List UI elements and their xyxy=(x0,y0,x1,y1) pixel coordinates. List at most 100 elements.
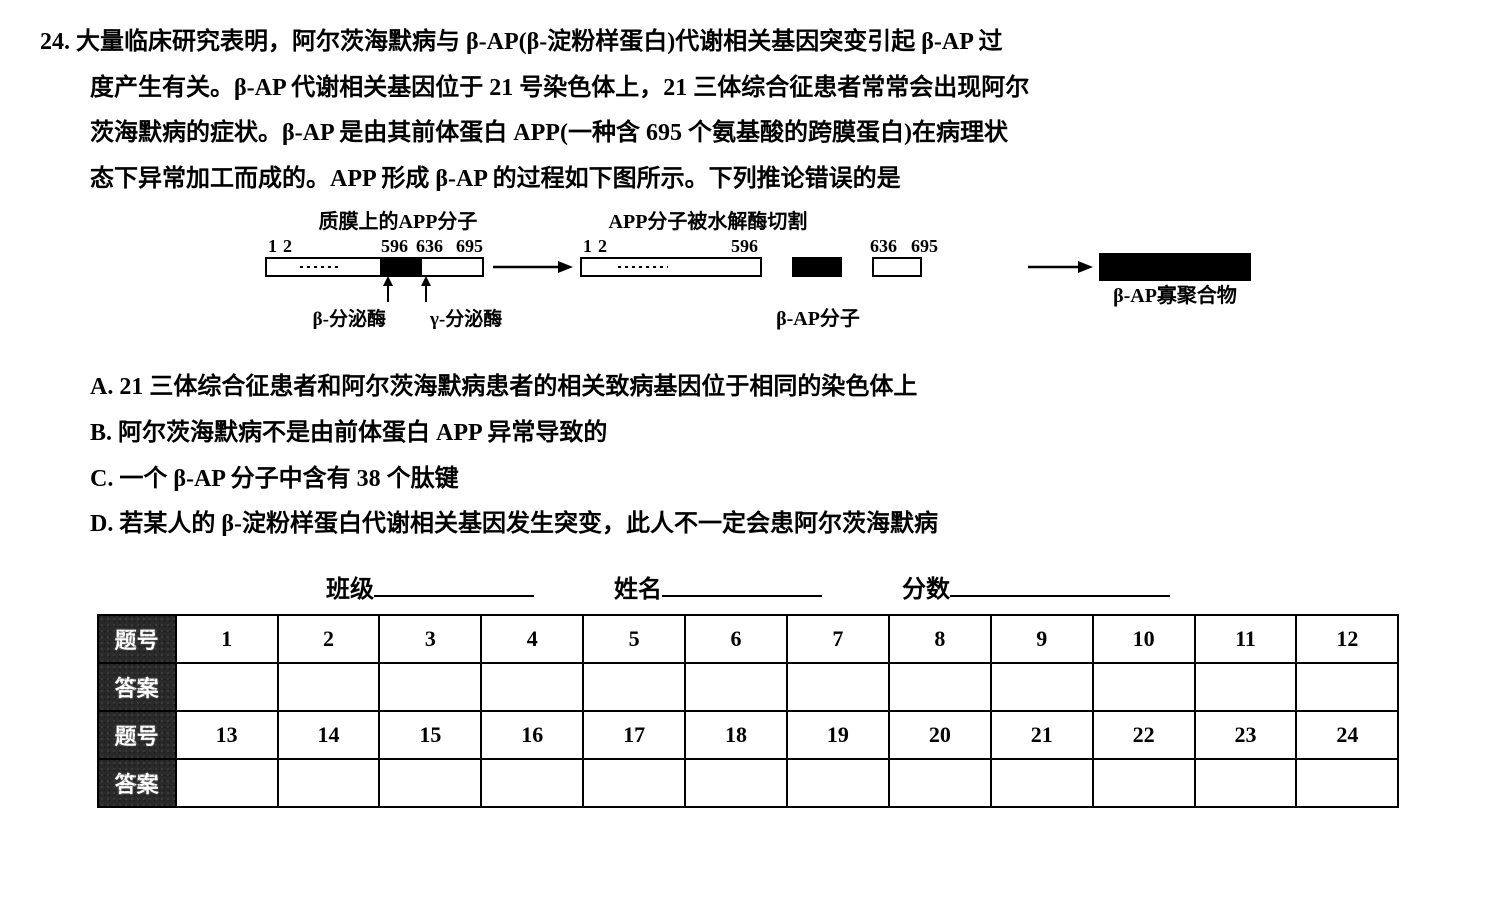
num-cell: 1 xyxy=(176,615,278,663)
table-row-answer-1: 答案 xyxy=(98,663,1399,711)
score-field: 分数 xyxy=(902,568,1170,604)
num-cell: 21 xyxy=(991,711,1093,759)
diag-num-1a: 1 xyxy=(268,236,277,256)
name-label: 姓名 xyxy=(614,569,662,604)
num-cell: 23 xyxy=(1195,711,1297,759)
option-c: C. 一个 β-AP 分子中含有 38 个肽键 xyxy=(40,457,1456,503)
answer-cell[interactable] xyxy=(583,759,685,807)
answer-cell[interactable] xyxy=(1195,759,1297,807)
num-cell: 2 xyxy=(278,615,380,663)
answer-cell[interactable] xyxy=(379,759,481,807)
arrow2-head xyxy=(1078,261,1093,273)
class-underline[interactable] xyxy=(374,568,534,597)
answer-cell[interactable] xyxy=(1093,663,1195,711)
answer-cell[interactable] xyxy=(1296,663,1398,711)
answer-cell[interactable] xyxy=(176,759,278,807)
answer-cell[interactable] xyxy=(481,759,583,807)
rowhead-4: 答案 xyxy=(98,759,176,807)
answer-cell[interactable] xyxy=(1195,663,1297,711)
answer-cell[interactable] xyxy=(278,663,380,711)
question-line-3: 茨海默病的症状。β-AP 是由其前体蛋白 APP(一种含 695 个氨基酸的跨膜… xyxy=(40,111,1456,157)
class-field: 班级 xyxy=(326,568,534,604)
answer-table: 题号 1 2 3 4 5 6 7 8 9 10 11 12 答案 题号 13 1… xyxy=(97,614,1400,808)
diag-seg-fill-1 xyxy=(381,258,421,276)
num-cell: 14 xyxy=(278,711,380,759)
answer-cell[interactable] xyxy=(991,759,1093,807)
form-row: 班级 姓名 分数 xyxy=(40,568,1456,604)
num-cell: 6 xyxy=(685,615,787,663)
beta-ap-mol-label: β-AP分子 xyxy=(776,307,860,330)
app-diagram-svg: 质膜上的APP分子 APP分子被水解酶切割 1 2 596 636 695 β-… xyxy=(238,210,1258,350)
app-diagram-container: 质膜上的APP分子 APP分子被水解酶切割 1 2 596 636 695 β-… xyxy=(40,210,1456,355)
beta-enzyme-label: β-分泌酶 xyxy=(313,307,386,330)
question-line-4: 态下异常加工而成的。APP 形成 β-AP 的过程如下图所示。下列推论错误的是 xyxy=(40,157,1456,203)
diag-num-596a: 596 xyxy=(381,236,408,256)
table-row-header-1: 题号 1 2 3 4 5 6 7 8 9 10 11 12 xyxy=(98,615,1399,663)
num-cell: 18 xyxy=(685,711,787,759)
answer-cell[interactable] xyxy=(176,663,278,711)
diag-num-636a: 636 xyxy=(416,236,443,256)
answer-cell[interactable] xyxy=(889,759,991,807)
answer-cell[interactable] xyxy=(685,759,787,807)
option-a: A. 21 三体综合征患者和阿尔茨海默病患者的相关致病基因位于相同的染色体上 xyxy=(40,365,1456,411)
diagram-label-right: APP分子被水解酶切割 xyxy=(609,210,808,233)
diag-piece-open-2 xyxy=(873,258,921,276)
name-underline[interactable] xyxy=(662,568,822,597)
num-cell: 7 xyxy=(787,615,889,663)
name-field: 姓名 xyxy=(614,568,822,604)
gamma-enzyme-label: γ-分泌酶 xyxy=(429,307,502,330)
answer-cell[interactable] xyxy=(379,663,481,711)
num-cell: 10 xyxy=(1093,615,1195,663)
diag-piece-open-1 xyxy=(581,258,761,276)
diag-num-2b: 2 xyxy=(598,236,607,256)
diag-num-695b: 695 xyxy=(911,236,938,256)
num-cell: 16 xyxy=(481,711,583,759)
num-cell: 11 xyxy=(1195,615,1297,663)
answer-cell[interactable] xyxy=(787,759,889,807)
answer-cell[interactable] xyxy=(787,663,889,711)
num-cell: 12 xyxy=(1296,615,1398,663)
table-row-answer-2: 答案 xyxy=(98,759,1399,807)
num-cell: 3 xyxy=(379,615,481,663)
diag-piece-fill xyxy=(793,258,841,276)
aggregate-label: β-AP寡聚合物 xyxy=(1113,283,1237,307)
num-cell: 19 xyxy=(787,711,889,759)
answer-cell[interactable] xyxy=(685,663,787,711)
beta-arrow-head xyxy=(383,276,393,286)
question-number: 24. xyxy=(40,29,70,55)
answer-cell[interactable] xyxy=(889,663,991,711)
num-cell: 15 xyxy=(379,711,481,759)
rowhead-1: 题号 xyxy=(98,615,176,663)
answer-cell[interactable] xyxy=(1093,759,1195,807)
num-cell: 22 xyxy=(1093,711,1195,759)
diag-num-596b: 596 xyxy=(731,236,758,256)
answer-cell[interactable] xyxy=(481,663,583,711)
diag-num-636b: 636 xyxy=(870,236,897,256)
score-label: 分数 xyxy=(902,569,950,604)
arrow1-head xyxy=(558,261,573,273)
question-line-1: 24. 大量临床研究表明，阿尔茨海默病与 β-AP(β-淀粉样蛋白)代谢相关基因… xyxy=(40,20,1456,66)
num-cell: 17 xyxy=(583,711,685,759)
answer-cell[interactable] xyxy=(1296,759,1398,807)
answer-cell[interactable] xyxy=(583,663,685,711)
num-cell: 20 xyxy=(889,711,991,759)
num-cell: 9 xyxy=(991,615,1093,663)
num-cell: 4 xyxy=(481,615,583,663)
class-label: 班级 xyxy=(326,569,374,604)
diagram-label-left: 质膜上的APP分子 xyxy=(319,210,478,233)
option-d: D. 若某人的 β-淀粉样蛋白代谢相关基因发生突变，此人不一定会患阿尔茨海默病 xyxy=(40,502,1456,548)
diag-num-2a: 2 xyxy=(283,236,292,256)
num-cell: 13 xyxy=(176,711,278,759)
diag-seg-open-2 xyxy=(421,258,483,276)
answer-cell[interactable] xyxy=(991,663,1093,711)
answer-cell[interactable] xyxy=(278,759,380,807)
question-text-1: 大量临床研究表明，阿尔茨海默病与 β-AP(β-淀粉样蛋白)代谢相关基因突变引起… xyxy=(76,29,1003,55)
diag-num-1b: 1 xyxy=(583,236,592,256)
question-line-2: 度产生有关。β-AP 代谢相关基因位于 21 号染色体上，21 三体综合征患者常… xyxy=(40,66,1456,112)
num-cell: 24 xyxy=(1296,711,1398,759)
rowhead-2: 答案 xyxy=(98,663,176,711)
rowhead-3: 题号 xyxy=(98,711,176,759)
diag-aggregate-bar xyxy=(1100,254,1250,280)
score-underline[interactable] xyxy=(950,568,1170,597)
table-row-header-2: 题号 13 14 15 16 17 18 19 20 21 22 23 24 xyxy=(98,711,1399,759)
